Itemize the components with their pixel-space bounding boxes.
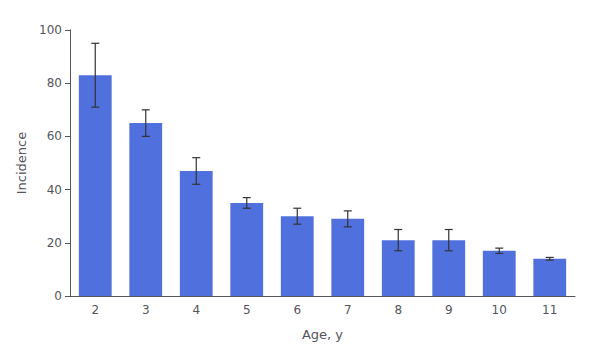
svg-text:8: 8 [394, 303, 402, 317]
svg-text:5: 5 [243, 303, 251, 317]
svg-text:20: 20 [47, 236, 62, 250]
svg-text:60: 60 [47, 129, 62, 143]
svg-text:4: 4 [192, 303, 200, 317]
svg-text:7: 7 [344, 303, 352, 317]
svg-text:10: 10 [492, 303, 507, 317]
svg-text:80: 80 [47, 76, 62, 90]
svg-text:100: 100 [39, 23, 62, 37]
svg-text:0: 0 [54, 289, 62, 303]
svg-text:2: 2 [91, 303, 99, 317]
svg-text:6: 6 [293, 303, 301, 317]
svg-text:Incidence: Incidence [14, 132, 29, 194]
svg-text:3: 3 [142, 303, 150, 317]
svg-text:11: 11 [542, 303, 557, 317]
svg-text:Age, y: Age, y [302, 327, 343, 342]
svg-text:40: 40 [47, 183, 62, 197]
svg-text:9: 9 [445, 303, 453, 317]
